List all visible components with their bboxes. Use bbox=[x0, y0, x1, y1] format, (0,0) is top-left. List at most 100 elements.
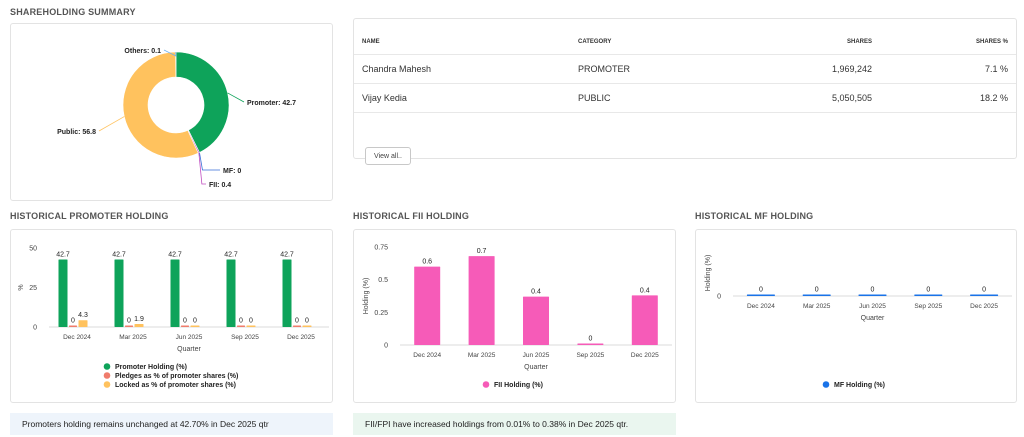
legend-label: Promoter Holding (%) bbox=[115, 364, 187, 371]
donut-label-others: Others: 0.1 bbox=[124, 48, 161, 55]
table-row: Chandra Mahesh PROMOTER 1,969,242 7.1 % bbox=[354, 54, 1016, 84]
bar-3 bbox=[302, 325, 312, 327]
bar-1 bbox=[282, 259, 292, 327]
shareholder-name: Vijay Kedia bbox=[354, 83, 570, 113]
shareholder-category: PROMOTER bbox=[570, 54, 786, 84]
promoter-chart-card: % 0 25 50 Dec 2024 42.7 0 4.3 Mar 2025 42.7 0 1.9 Ju… bbox=[10, 229, 333, 403]
bar-1 bbox=[170, 259, 180, 327]
bar-data-label: 42.7 bbox=[112, 252, 126, 259]
bar-2 bbox=[237, 325, 245, 327]
y-tick-label: 0.75 bbox=[374, 245, 388, 252]
bar-2 bbox=[293, 325, 301, 327]
bar-data-label: 42.7 bbox=[168, 252, 182, 259]
x-axis-title: Quarter bbox=[177, 346, 201, 353]
x-tick-label: Jun 2025 bbox=[176, 334, 203, 341]
legend-marker bbox=[103, 363, 111, 370]
donut-leader-promoter bbox=[227, 92, 245, 103]
bar-data-label: 42.7 bbox=[56, 252, 70, 259]
bar-data-label: 0 bbox=[305, 318, 309, 325]
y-tick-label: 0.5 bbox=[378, 277, 388, 284]
shareholder-shares-percent: 7.1 % bbox=[880, 54, 1016, 84]
bar-1 bbox=[58, 259, 68, 327]
view-all-button[interactable]: View all.. bbox=[365, 147, 411, 165]
bar-1 bbox=[468, 256, 495, 345]
donut-slice-promoter bbox=[175, 51, 230, 153]
fii-note: FII/FPI have increased holdings from 0.0… bbox=[353, 413, 676, 435]
x-tick-label: Mar 2025 bbox=[119, 334, 147, 341]
bar-3 bbox=[134, 323, 144, 327]
shareholder-shares: 5,050,505 bbox=[786, 83, 880, 113]
y-axis-label: Holding (%) bbox=[705, 255, 712, 292]
bar-data-label: 0.4 bbox=[531, 289, 541, 296]
bar-data-label: 0 bbox=[982, 287, 986, 294]
promoter-note: Promoters holding remains unchanged at 4… bbox=[10, 413, 333, 435]
x-tick-label: Jun 2025 bbox=[523, 352, 550, 359]
x-tick-label: Dec 2024 bbox=[413, 352, 441, 359]
bar-data-label: 0.4 bbox=[640, 287, 650, 294]
legend-marker bbox=[822, 381, 830, 388]
shareholder-name: Chandra Mahesh bbox=[354, 54, 570, 84]
bar-1 bbox=[802, 294, 831, 296]
y-axis-label: % bbox=[18, 284, 25, 290]
bar-1 bbox=[114, 259, 124, 327]
shareholding-donut-card: Promoter: 42.7 MF: 0 FII: 0.4 Public: 56.8 O… bbox=[10, 23, 333, 201]
bar-data-label: 0 bbox=[295, 318, 299, 325]
shareholder-shares: 1,969,242 bbox=[786, 54, 880, 84]
shareholder-category: PUBLIC bbox=[570, 83, 786, 113]
shareholders-table-card: NAME CATEGORY SHARES SHARES % Chandra Ma… bbox=[353, 18, 1017, 165]
fii-holding-chart: Holding (%) 0 0.25 0.5 0.75 Dec 2024 0.6 Mar 20… bbox=[363, 245, 672, 389]
bar-data-label: 0.6 bbox=[422, 259, 432, 266]
column-header-name: NAME bbox=[354, 33, 570, 55]
shareholder-shares-percent: 18.2 % bbox=[880, 83, 1016, 113]
bar-data-label: 42.7 bbox=[280, 252, 294, 259]
bar-2 bbox=[125, 325, 133, 327]
y-tick-label: 0 bbox=[717, 294, 721, 301]
donut-label-mf: MF: 0 bbox=[223, 168, 241, 175]
fii-chart-card: Holding (%) 0 0.25 0.5 0.75 Dec 2024 0.6 Mar 20… bbox=[353, 229, 676, 403]
donut-leader-fii bbox=[198, 152, 206, 185]
x-tick-label: Mar 2025 bbox=[468, 352, 496, 359]
bar-3 bbox=[246, 325, 256, 327]
bar-data-label: 0.7 bbox=[477, 248, 487, 255]
bar-3 bbox=[190, 325, 200, 327]
x-tick-label: Sep 2025 bbox=[231, 334, 259, 341]
x-tick-label: Jun 2025 bbox=[859, 303, 886, 310]
donut-label-fii: FII: 0.4 bbox=[209, 182, 231, 189]
x-axis-title: Quarter bbox=[861, 315, 885, 322]
shareholding-summary-title: SHAREHOLDING SUMMARY bbox=[10, 7, 136, 17]
y-axis-label: Holding (%) bbox=[363, 278, 370, 315]
bar-2 bbox=[181, 325, 189, 327]
mf-chart-card: Holding (%) 0 Dec 2024 0 Mar 2025 0 Jun 2025 0 S… bbox=[695, 229, 1017, 403]
mf-holding-title: HISTORICAL MF HOLDING bbox=[695, 211, 814, 221]
bar-data-label: 0 bbox=[127, 318, 131, 325]
bar-data-label: 0 bbox=[588, 336, 592, 343]
shareholders-table: NAME CATEGORY SHARES SHARES % Chandra Ma… bbox=[354, 33, 1016, 113]
donut-label-promoter: Promoter: 42.7 bbox=[247, 100, 296, 107]
bar-data-label: 0 bbox=[193, 318, 197, 325]
bar-data-label: 0 bbox=[926, 287, 930, 294]
y-tick-label: 0.25 bbox=[374, 310, 388, 317]
bar-1 bbox=[970, 294, 999, 296]
donut-leader-public bbox=[98, 116, 125, 132]
column-header-shares: SHARES bbox=[786, 33, 880, 55]
x-axis-title: Quarter bbox=[524, 364, 548, 371]
legend-marker bbox=[103, 372, 111, 379]
x-tick-label: Dec 2024 bbox=[63, 334, 91, 341]
legend-label: Pledges as % of promoter shares (%) bbox=[115, 373, 238, 380]
shareholding-donut-chart: Promoter: 42.7 MF: 0 FII: 0.4 Public: 56.8 O… bbox=[57, 48, 296, 189]
bar-1 bbox=[414, 266, 441, 345]
table-header-row: NAME CATEGORY SHARES SHARES % bbox=[354, 33, 1016, 55]
bar-data-label: 1.9 bbox=[134, 316, 144, 323]
bar-1 bbox=[914, 294, 943, 296]
bar-data-label: 0 bbox=[249, 318, 253, 325]
bar-data-label: 0 bbox=[871, 287, 875, 294]
legend-label: Locked as % of promoter shares (%) bbox=[115, 382, 236, 389]
bar-data-label: 0 bbox=[71, 318, 75, 325]
column-header-shares-percent: SHARES % bbox=[880, 33, 1016, 55]
bar-1 bbox=[858, 294, 887, 296]
legend-label: FII Holding (%) bbox=[494, 382, 543, 389]
bar-data-label: 0 bbox=[183, 318, 187, 325]
donut-leader-others bbox=[163, 49, 177, 57]
bar-1 bbox=[631, 295, 658, 345]
